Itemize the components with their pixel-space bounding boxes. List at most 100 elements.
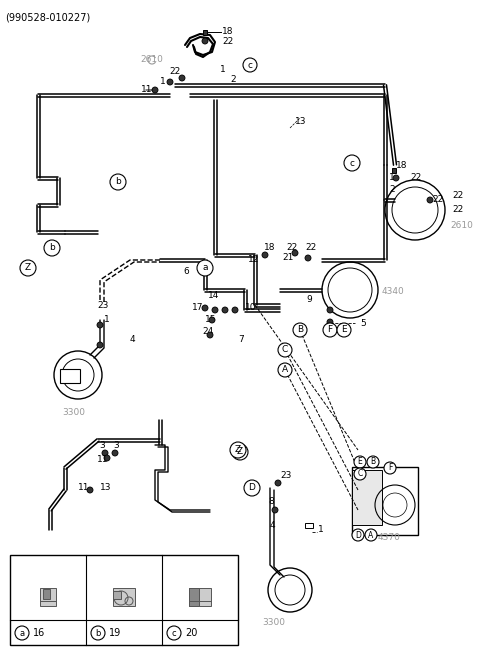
Text: 13: 13 bbox=[100, 483, 111, 493]
Circle shape bbox=[197, 260, 213, 276]
Text: 22: 22 bbox=[169, 67, 180, 77]
Circle shape bbox=[212, 307, 218, 313]
Text: 5: 5 bbox=[360, 318, 366, 328]
Text: 17: 17 bbox=[192, 303, 204, 312]
Bar bbox=[189, 588, 199, 606]
Text: 10: 10 bbox=[245, 303, 256, 312]
Circle shape bbox=[20, 260, 36, 276]
Circle shape bbox=[354, 456, 366, 468]
Text: 3: 3 bbox=[99, 441, 105, 449]
Text: 22: 22 bbox=[305, 244, 316, 252]
Circle shape bbox=[352, 529, 364, 541]
Circle shape bbox=[152, 87, 158, 93]
Text: 11: 11 bbox=[97, 455, 108, 464]
Text: 19: 19 bbox=[109, 628, 121, 638]
Text: 1: 1 bbox=[220, 66, 226, 75]
Text: 6: 6 bbox=[183, 267, 189, 276]
Circle shape bbox=[202, 305, 208, 311]
Circle shape bbox=[272, 507, 278, 513]
Text: c: c bbox=[248, 60, 252, 69]
Text: 9: 9 bbox=[306, 295, 312, 305]
Text: C: C bbox=[358, 470, 362, 479]
Text: E: E bbox=[358, 457, 362, 466]
Circle shape bbox=[393, 175, 399, 181]
Text: 2610: 2610 bbox=[140, 56, 163, 64]
Bar bbox=[352, 470, 382, 525]
Circle shape bbox=[44, 240, 60, 256]
Circle shape bbox=[207, 332, 213, 338]
Text: 11: 11 bbox=[78, 483, 89, 493]
Circle shape bbox=[87, 487, 93, 493]
Text: 4: 4 bbox=[270, 521, 276, 529]
Bar bbox=[392, 168, 396, 172]
Text: 13: 13 bbox=[295, 117, 307, 126]
Circle shape bbox=[327, 307, 333, 313]
Bar bbox=[43, 589, 50, 599]
Text: E: E bbox=[341, 326, 347, 335]
Text: 18: 18 bbox=[396, 160, 408, 170]
Circle shape bbox=[202, 38, 208, 44]
Text: 23: 23 bbox=[280, 470, 291, 479]
Text: D: D bbox=[249, 483, 255, 493]
Circle shape bbox=[167, 79, 173, 85]
Circle shape bbox=[354, 468, 366, 480]
Text: 22: 22 bbox=[452, 206, 463, 214]
Text: Z: Z bbox=[25, 263, 31, 272]
Circle shape bbox=[292, 250, 298, 256]
Circle shape bbox=[232, 307, 238, 313]
Circle shape bbox=[97, 342, 103, 348]
Circle shape bbox=[97, 322, 103, 328]
Text: 2: 2 bbox=[230, 75, 236, 84]
Text: a: a bbox=[19, 629, 24, 637]
Circle shape bbox=[15, 626, 29, 640]
Text: 7: 7 bbox=[238, 335, 244, 345]
Circle shape bbox=[323, 323, 337, 337]
Circle shape bbox=[305, 255, 311, 261]
Text: 16: 16 bbox=[33, 628, 45, 638]
Text: 22: 22 bbox=[286, 242, 297, 252]
Text: A: A bbox=[368, 531, 373, 540]
Circle shape bbox=[344, 155, 360, 171]
Text: 2: 2 bbox=[389, 185, 395, 195]
Circle shape bbox=[222, 307, 228, 313]
Circle shape bbox=[112, 450, 118, 456]
Text: B: B bbox=[297, 326, 303, 335]
Bar bbox=[113, 588, 135, 606]
Text: Z: Z bbox=[235, 445, 241, 455]
Text: 20: 20 bbox=[185, 628, 197, 638]
Text: 3300: 3300 bbox=[62, 408, 85, 417]
Circle shape bbox=[104, 455, 110, 461]
Text: 18: 18 bbox=[264, 244, 276, 252]
Text: (990528-010227): (990528-010227) bbox=[5, 12, 90, 22]
Circle shape bbox=[337, 323, 351, 337]
Text: c: c bbox=[172, 629, 176, 637]
Bar bbox=[40, 588, 56, 606]
Text: 1: 1 bbox=[389, 174, 395, 183]
Text: 4370: 4370 bbox=[378, 534, 401, 542]
Bar bbox=[203, 29, 207, 35]
Circle shape bbox=[91, 626, 105, 640]
Circle shape bbox=[102, 450, 108, 456]
Text: 8: 8 bbox=[268, 498, 274, 506]
Circle shape bbox=[384, 462, 396, 474]
Text: 22: 22 bbox=[222, 37, 233, 45]
Circle shape bbox=[293, 323, 307, 337]
Circle shape bbox=[244, 480, 260, 496]
Text: a: a bbox=[202, 263, 208, 272]
Text: 3: 3 bbox=[113, 441, 119, 449]
Text: 4: 4 bbox=[130, 335, 136, 345]
Text: b: b bbox=[49, 244, 55, 252]
Text: b: b bbox=[96, 629, 101, 637]
Circle shape bbox=[232, 444, 248, 460]
Text: 1: 1 bbox=[104, 316, 110, 324]
Bar bbox=[189, 588, 211, 606]
Text: 22: 22 bbox=[452, 191, 463, 200]
Text: B: B bbox=[371, 457, 375, 466]
Text: 1: 1 bbox=[160, 77, 166, 86]
Text: 4340: 4340 bbox=[382, 288, 405, 297]
Bar bbox=[113, 591, 121, 599]
Text: 22: 22 bbox=[410, 174, 421, 183]
Text: 21: 21 bbox=[282, 253, 293, 263]
Circle shape bbox=[110, 174, 126, 190]
Text: C: C bbox=[282, 345, 288, 354]
